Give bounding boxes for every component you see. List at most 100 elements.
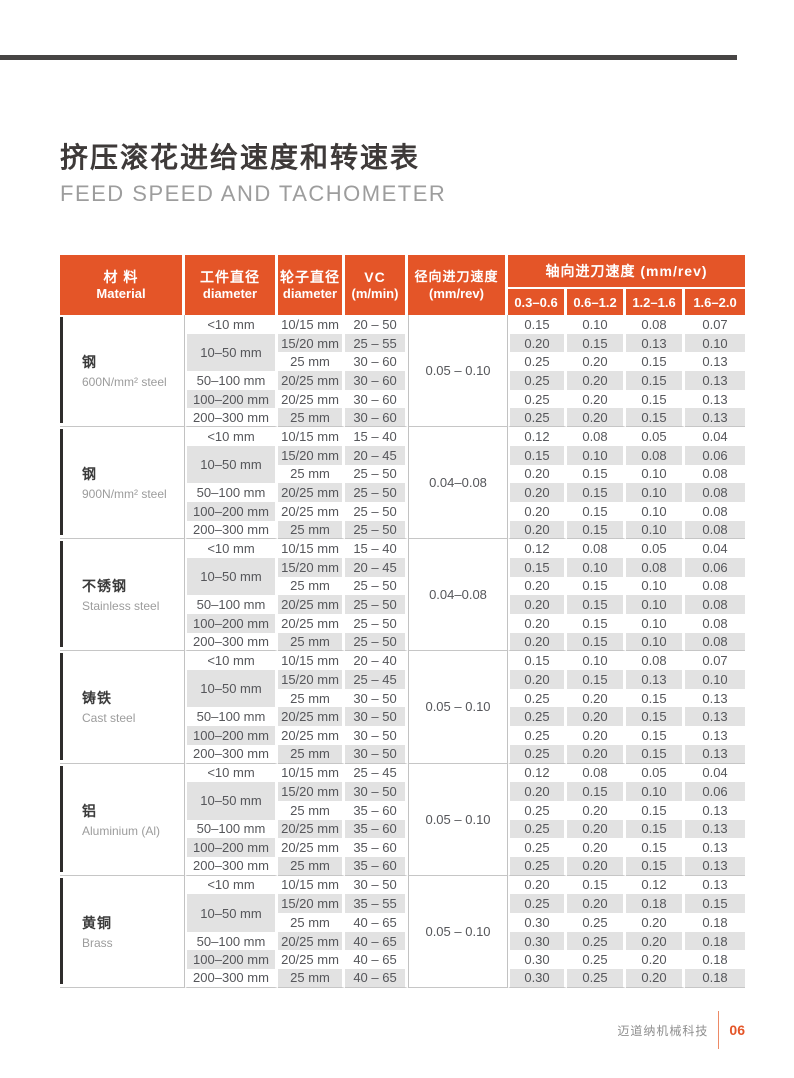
wheel-diameter-cell: 15/20 mm bbox=[278, 333, 345, 353]
vc-cell: 20 – 45 bbox=[345, 445, 408, 465]
table-row: 铝 Aluminium (Al) <10 mm 10/15 mm 25 – 45 0.05… bbox=[60, 763, 746, 876]
axial-feed-cell: 0.04 bbox=[685, 427, 746, 446]
wheel-diameter-cell: 20/25 mm bbox=[278, 501, 345, 521]
col-header-material: 材 料 Material bbox=[60, 255, 185, 315]
workpiece-diameter-cell: 200–300 mm bbox=[185, 856, 278, 876]
table-row: 50–100 mm 20/25 mm 30 – 50 0.25 0.20 0.15 0.13 bbox=[60, 707, 746, 727]
axial-feed-cell: 0.25 bbox=[508, 371, 567, 390]
table-row: 10–50 mm 15/20 mm 30 – 50 0.20 0.15 0.10 0.06 bbox=[60, 782, 746, 820]
col-header-radial-zh: 径向进刀速度 bbox=[414, 268, 499, 284]
axial-feed-cell: 0.13 bbox=[685, 838, 746, 857]
axial-feed-cell: 0.04 bbox=[685, 763, 746, 783]
axial-feed-cell: 0.25 bbox=[508, 819, 567, 839]
workpiece-diameter-cell: 50–100 mm bbox=[185, 707, 278, 727]
axial-feed-cell: 0.08 bbox=[685, 520, 746, 540]
table-header: 材 料 Material 工件直径 diameter 轮子直径 diameter… bbox=[60, 255, 746, 315]
vc-cell: 35 – 60 bbox=[345, 856, 408, 876]
axial-feed-cell: 0.08 bbox=[567, 539, 626, 558]
workpiece-diameter-cell: 100–200 mm bbox=[185, 726, 278, 745]
wheel-diameter-cell: 20/25 mm bbox=[278, 614, 345, 633]
table-row: 200–300 mm 25 mm 40 – 65 0.30 0.25 0.20 0.18 bbox=[60, 969, 746, 988]
table-row: 25 mm 40 – 65 0.30 0.25 0.20 0.18 bbox=[60, 913, 746, 932]
axial-feed-cell: 0.15 bbox=[567, 483, 626, 502]
table-row: 黄铜 Brass <10 mm 10/15 mm 30 – 50 0.05 – 0.10 0… bbox=[60, 875, 746, 988]
axial-feed-cell: 0.13 bbox=[685, 408, 746, 428]
axial-feed-cell: 0.08 bbox=[626, 651, 685, 671]
workpiece-diameter-cell: 100–200 mm bbox=[185, 950, 278, 970]
vc-cell: 40 – 65 bbox=[345, 931, 408, 951]
axial-feed-cell: 0.20 bbox=[508, 595, 567, 614]
header-row-sub: 0.3–0.6 0.6–1.2 1.2–1.6 1.6–2.0 bbox=[60, 287, 746, 315]
wheel-diameter-cell: 10/15 mm bbox=[278, 875, 345, 895]
vc-cell: 30 – 60 bbox=[345, 371, 408, 390]
vc-cell: 30 – 50 bbox=[345, 707, 408, 727]
col-header-wheel-en: diameter bbox=[282, 286, 338, 302]
workpiece-diameter-cell: 100–200 mm bbox=[185, 838, 278, 857]
vc-cell: 15 – 40 bbox=[345, 427, 408, 446]
col-header-workpiece-en: diameter bbox=[202, 286, 258, 302]
feed-speed-table: 材 料 Material 工件直径 diameter 轮子直径 diameter… bbox=[60, 255, 746, 988]
vc-cell: 25 – 50 bbox=[345, 614, 408, 633]
vc-cell: 25 – 50 bbox=[345, 632, 408, 652]
material-name-en: 600N/mm² steel bbox=[82, 375, 167, 390]
axial-feed-cell: 0.10 bbox=[626, 576, 685, 596]
axial-feed-cell: 0.05 bbox=[626, 539, 685, 558]
vc-cell: 30 – 60 bbox=[345, 352, 408, 372]
axial-feed-cell: 0.07 bbox=[685, 651, 746, 671]
axial-feed-cell: 0.13 bbox=[685, 800, 746, 820]
table-row: 50–100 mm 20/25 mm 25 – 50 0.20 0.15 0.10 0.08 bbox=[60, 483, 746, 502]
vc-cell: 25 – 45 bbox=[345, 763, 408, 783]
workpiece-diameter-cell: 50–100 mm bbox=[185, 371, 278, 390]
wheel-diameter-cell: 25 mm bbox=[278, 913, 345, 932]
vc-cell: 35 – 60 bbox=[345, 819, 408, 839]
workpiece-diameter-cell: 50–100 mm bbox=[185, 595, 278, 614]
axial-feed-cell: 0.20 bbox=[626, 913, 685, 932]
axial-feed-cell: 0.20 bbox=[508, 632, 567, 652]
vc-cell: 30 – 50 bbox=[345, 875, 408, 895]
material-cell: 铝 Aluminium (Al) bbox=[60, 763, 185, 876]
axial-feed-cell: 0.15 bbox=[567, 614, 626, 633]
workpiece-diameter-cell: <10 mm bbox=[185, 651, 278, 671]
axial-feed-cell: 0.15 bbox=[626, 856, 685, 876]
axial-feed-cell: 0.30 bbox=[508, 969, 567, 988]
axial-feed-cell: 0.20 bbox=[567, 894, 626, 913]
axial-feed-cell: 0.20 bbox=[508, 520, 567, 540]
axial-feed-cell: 0.18 bbox=[685, 969, 746, 988]
workpiece-diameter-cell: 200–300 mm bbox=[185, 632, 278, 652]
table-row: 50–100 mm 20/25 mm 25 – 50 0.20 0.15 0.10 0.08 bbox=[60, 595, 746, 614]
col-header-axial-range-4: 1.6–2.0 bbox=[685, 287, 746, 315]
material-name-zh: 钢 bbox=[82, 354, 97, 371]
material-name-en: Cast steel bbox=[82, 711, 136, 726]
axial-feed-cell: 0.06 bbox=[685, 445, 746, 465]
axial-feed-cell: 0.30 bbox=[508, 913, 567, 932]
axial-feed-cell: 0.20 bbox=[508, 501, 567, 521]
axial-feed-cell: 0.20 bbox=[567, 352, 626, 372]
axial-feed-cell: 0.25 bbox=[508, 894, 567, 913]
table-row: 铸铁 Cast steel <10 mm 10/15 mm 20 – 40 0.05 – … bbox=[60, 651, 746, 764]
col-header-workpiece-zh: 工件直径 bbox=[200, 269, 260, 286]
wheel-diameter-cell: 10/15 mm bbox=[278, 651, 345, 671]
table-row: 50–100 mm 20/25 mm 35 – 60 0.25 0.20 0.15 0.13 bbox=[60, 819, 746, 839]
table-row: 10–50 mm 15/20 mm 25 – 55 0.20 0.15 0.13 0.10 bbox=[60, 333, 746, 372]
vc-cell: 20 – 50 bbox=[345, 315, 408, 334]
axial-feed-cell: 0.15 bbox=[508, 445, 567, 465]
workpiece-diameter-cell: 10–50 mm bbox=[185, 894, 278, 932]
material-name-zh: 不锈钢 bbox=[82, 578, 127, 595]
material-name-en: 900N/mm² steel bbox=[82, 487, 167, 502]
col-header-axial-feed: 轴向进刀速度 (mm/rev) bbox=[508, 255, 746, 287]
axial-feed-cell: 0.25 bbox=[508, 707, 567, 727]
axial-feed-cell: 0.20 bbox=[567, 819, 626, 839]
wheel-diameter-cell: 20/25 mm bbox=[278, 950, 345, 970]
table-row: 钢 900N/mm² steel <10 mm 10/15 mm 15 – 40 0.04… bbox=[60, 427, 746, 540]
axial-feed-cell: 0.08 bbox=[685, 464, 746, 484]
axial-feed-cell: 0.08 bbox=[626, 445, 685, 465]
wheel-diameter-cell: 20/25 mm bbox=[278, 726, 345, 745]
material-cell: 不锈钢 Stainless steel bbox=[60, 539, 185, 652]
workpiece-diameter-cell: 10–50 mm bbox=[185, 333, 278, 372]
axial-feed-cell: 0.20 bbox=[567, 707, 626, 727]
page-footer: 迈道纳机械科技 06 bbox=[617, 1008, 745, 1052]
axial-feed-cell: 0.07 bbox=[685, 315, 746, 334]
axial-feed-cell: 0.20 bbox=[567, 726, 626, 745]
wheel-diameter-cell: 10/15 mm bbox=[278, 427, 345, 446]
wheel-diameter-cell: 25 mm bbox=[278, 688, 345, 708]
